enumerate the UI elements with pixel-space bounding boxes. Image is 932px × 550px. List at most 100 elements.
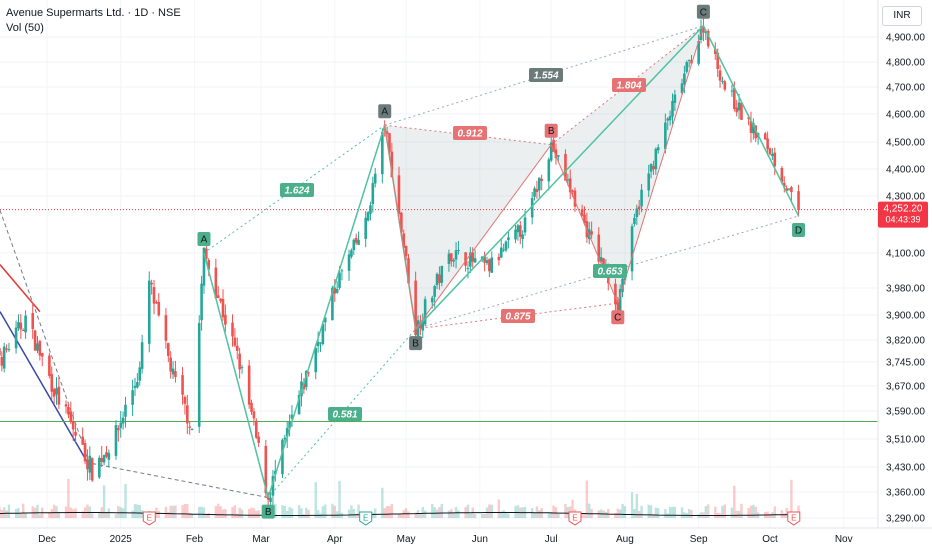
- volume-bar: [114, 514, 118, 518]
- currency-selector[interactable]: INR: [882, 6, 922, 26]
- volume-bar: [564, 504, 567, 518]
- candle-body: [521, 234, 524, 240]
- volume-bar: [38, 514, 42, 518]
- volume-bar: [105, 512, 108, 518]
- candle-body: [121, 417, 125, 424]
- candle-body: [507, 237, 510, 241]
- earnings-marker[interactable]: E: [568, 511, 582, 526]
- candle-body: [540, 178, 543, 181]
- pattern-point-bg: [611, 310, 625, 325]
- candle-body: [640, 189, 643, 207]
- candle-body: [454, 250, 458, 260]
- time-axis[interactable]: Dec 2025 Feb Mar Apr May Jun Jul Aug Sep Oct Nov: [0, 527, 932, 545]
- volume-bar: [190, 513, 194, 518]
- candle-body: [421, 321, 425, 331]
- volume-bar: [205, 513, 208, 518]
- price-tick-label: 3,820.00: [886, 336, 925, 347]
- candle-body: [36, 343, 39, 351]
- volume-bar: [704, 506, 707, 518]
- candle-body: [347, 254, 351, 271]
- candle-body: [202, 247, 206, 286]
- volume-bar: [90, 513, 94, 518]
- price-tick-label: 3,980.00: [886, 284, 925, 295]
- volume-bar: [416, 510, 420, 518]
- volume-bar: [585, 480, 589, 518]
- volume-bar: [723, 504, 727, 518]
- candle-body: [257, 436, 260, 443]
- candle-body: [554, 149, 558, 158]
- pattern-point-label: A: [378, 104, 392, 119]
- pattern-point-bg: [696, 4, 710, 19]
- volume-bar: [583, 513, 586, 518]
- volume-bar: [164, 506, 168, 518]
- ratio-label: 0.912: [453, 126, 487, 140]
- volume-bar: [635, 493, 639, 518]
- candle-body: [469, 252, 472, 267]
- volume-bar: [167, 511, 170, 518]
- pattern-point-label: D: [792, 222, 806, 237]
- volume-bar: [438, 507, 441, 518]
- volume-bar: [217, 503, 220, 518]
- pattern-point-bg: [197, 232, 211, 246]
- volume-bar: [255, 510, 258, 518]
- candle-body: [768, 148, 772, 155]
- price-tick-label: 4,100.00: [886, 249, 925, 260]
- candle-body: [564, 153, 567, 181]
- volume-bar: [247, 509, 251, 518]
- volume-bar: [385, 506, 389, 518]
- earnings-marker-text: E: [572, 514, 577, 523]
- pattern-leg: [267, 124, 386, 498]
- candle-body: [164, 315, 168, 341]
- candle-body: [214, 267, 218, 299]
- volume-bar: [74, 508, 77, 518]
- volume-bar: [274, 503, 277, 518]
- volume-bar: [231, 506, 234, 518]
- earnings-marker[interactable]: E: [787, 511, 801, 526]
- candle-body: [473, 258, 477, 263]
- time-tick-label: Mar: [252, 534, 270, 545]
- earnings-marker[interactable]: E: [359, 511, 373, 526]
- candle-body: [571, 190, 574, 192]
- candle-body: [680, 83, 684, 93]
- volume-bar: [250, 507, 253, 518]
- earnings-marker[interactable]: E: [142, 511, 156, 526]
- candle-body: [637, 206, 641, 210]
- candle-body: [254, 420, 258, 438]
- candle-body: [371, 183, 375, 204]
- volume-bar: [397, 513, 401, 518]
- harmonic-pattern[interactable]: [203, 25, 800, 498]
- volume-bar: [730, 507, 734, 518]
- pattern-point-label: B: [261, 504, 275, 519]
- candle-body: [86, 459, 89, 470]
- volume-bar: [117, 506, 120, 518]
- candle-body: [105, 452, 108, 457]
- candle-body: [55, 388, 58, 395]
- candle-body: [231, 322, 234, 337]
- volume-legend[interactable]: Vol (50): [6, 22, 44, 34]
- symbol-title[interactable]: Avenue Supermarts Ltd. · 1D · NSE: [6, 7, 181, 19]
- volume-bar: [188, 512, 191, 518]
- price-axis[interactable]: 3,290.00 3,360.00 3,430.00 3,510.00 3,590.00…: [877, 0, 925, 528]
- candle-body: [647, 173, 651, 191]
- candle-body: [740, 102, 743, 120]
- candle-body: [114, 425, 118, 456]
- pattern-fill-right: [551, 25, 704, 304]
- candle-body: [264, 445, 268, 494]
- candle-body: [238, 353, 241, 370]
- candle-body: [423, 299, 427, 325]
- candle-body: [0, 348, 1, 356]
- candle-body: [749, 121, 753, 133]
- volume-bar: [338, 480, 341, 518]
- volume-bar: [500, 511, 503, 518]
- volume-bar: [86, 504, 89, 518]
- candle-body: [485, 260, 489, 264]
- candle-body: [354, 237, 358, 243]
- volume-bar: [640, 505, 643, 518]
- candle-body: [314, 348, 318, 373]
- time-tick-label: Apr: [327, 534, 343, 545]
- candle-body: [490, 257, 494, 273]
- volume-bar: [621, 503, 624, 518]
- candle-body: [590, 231, 593, 235]
